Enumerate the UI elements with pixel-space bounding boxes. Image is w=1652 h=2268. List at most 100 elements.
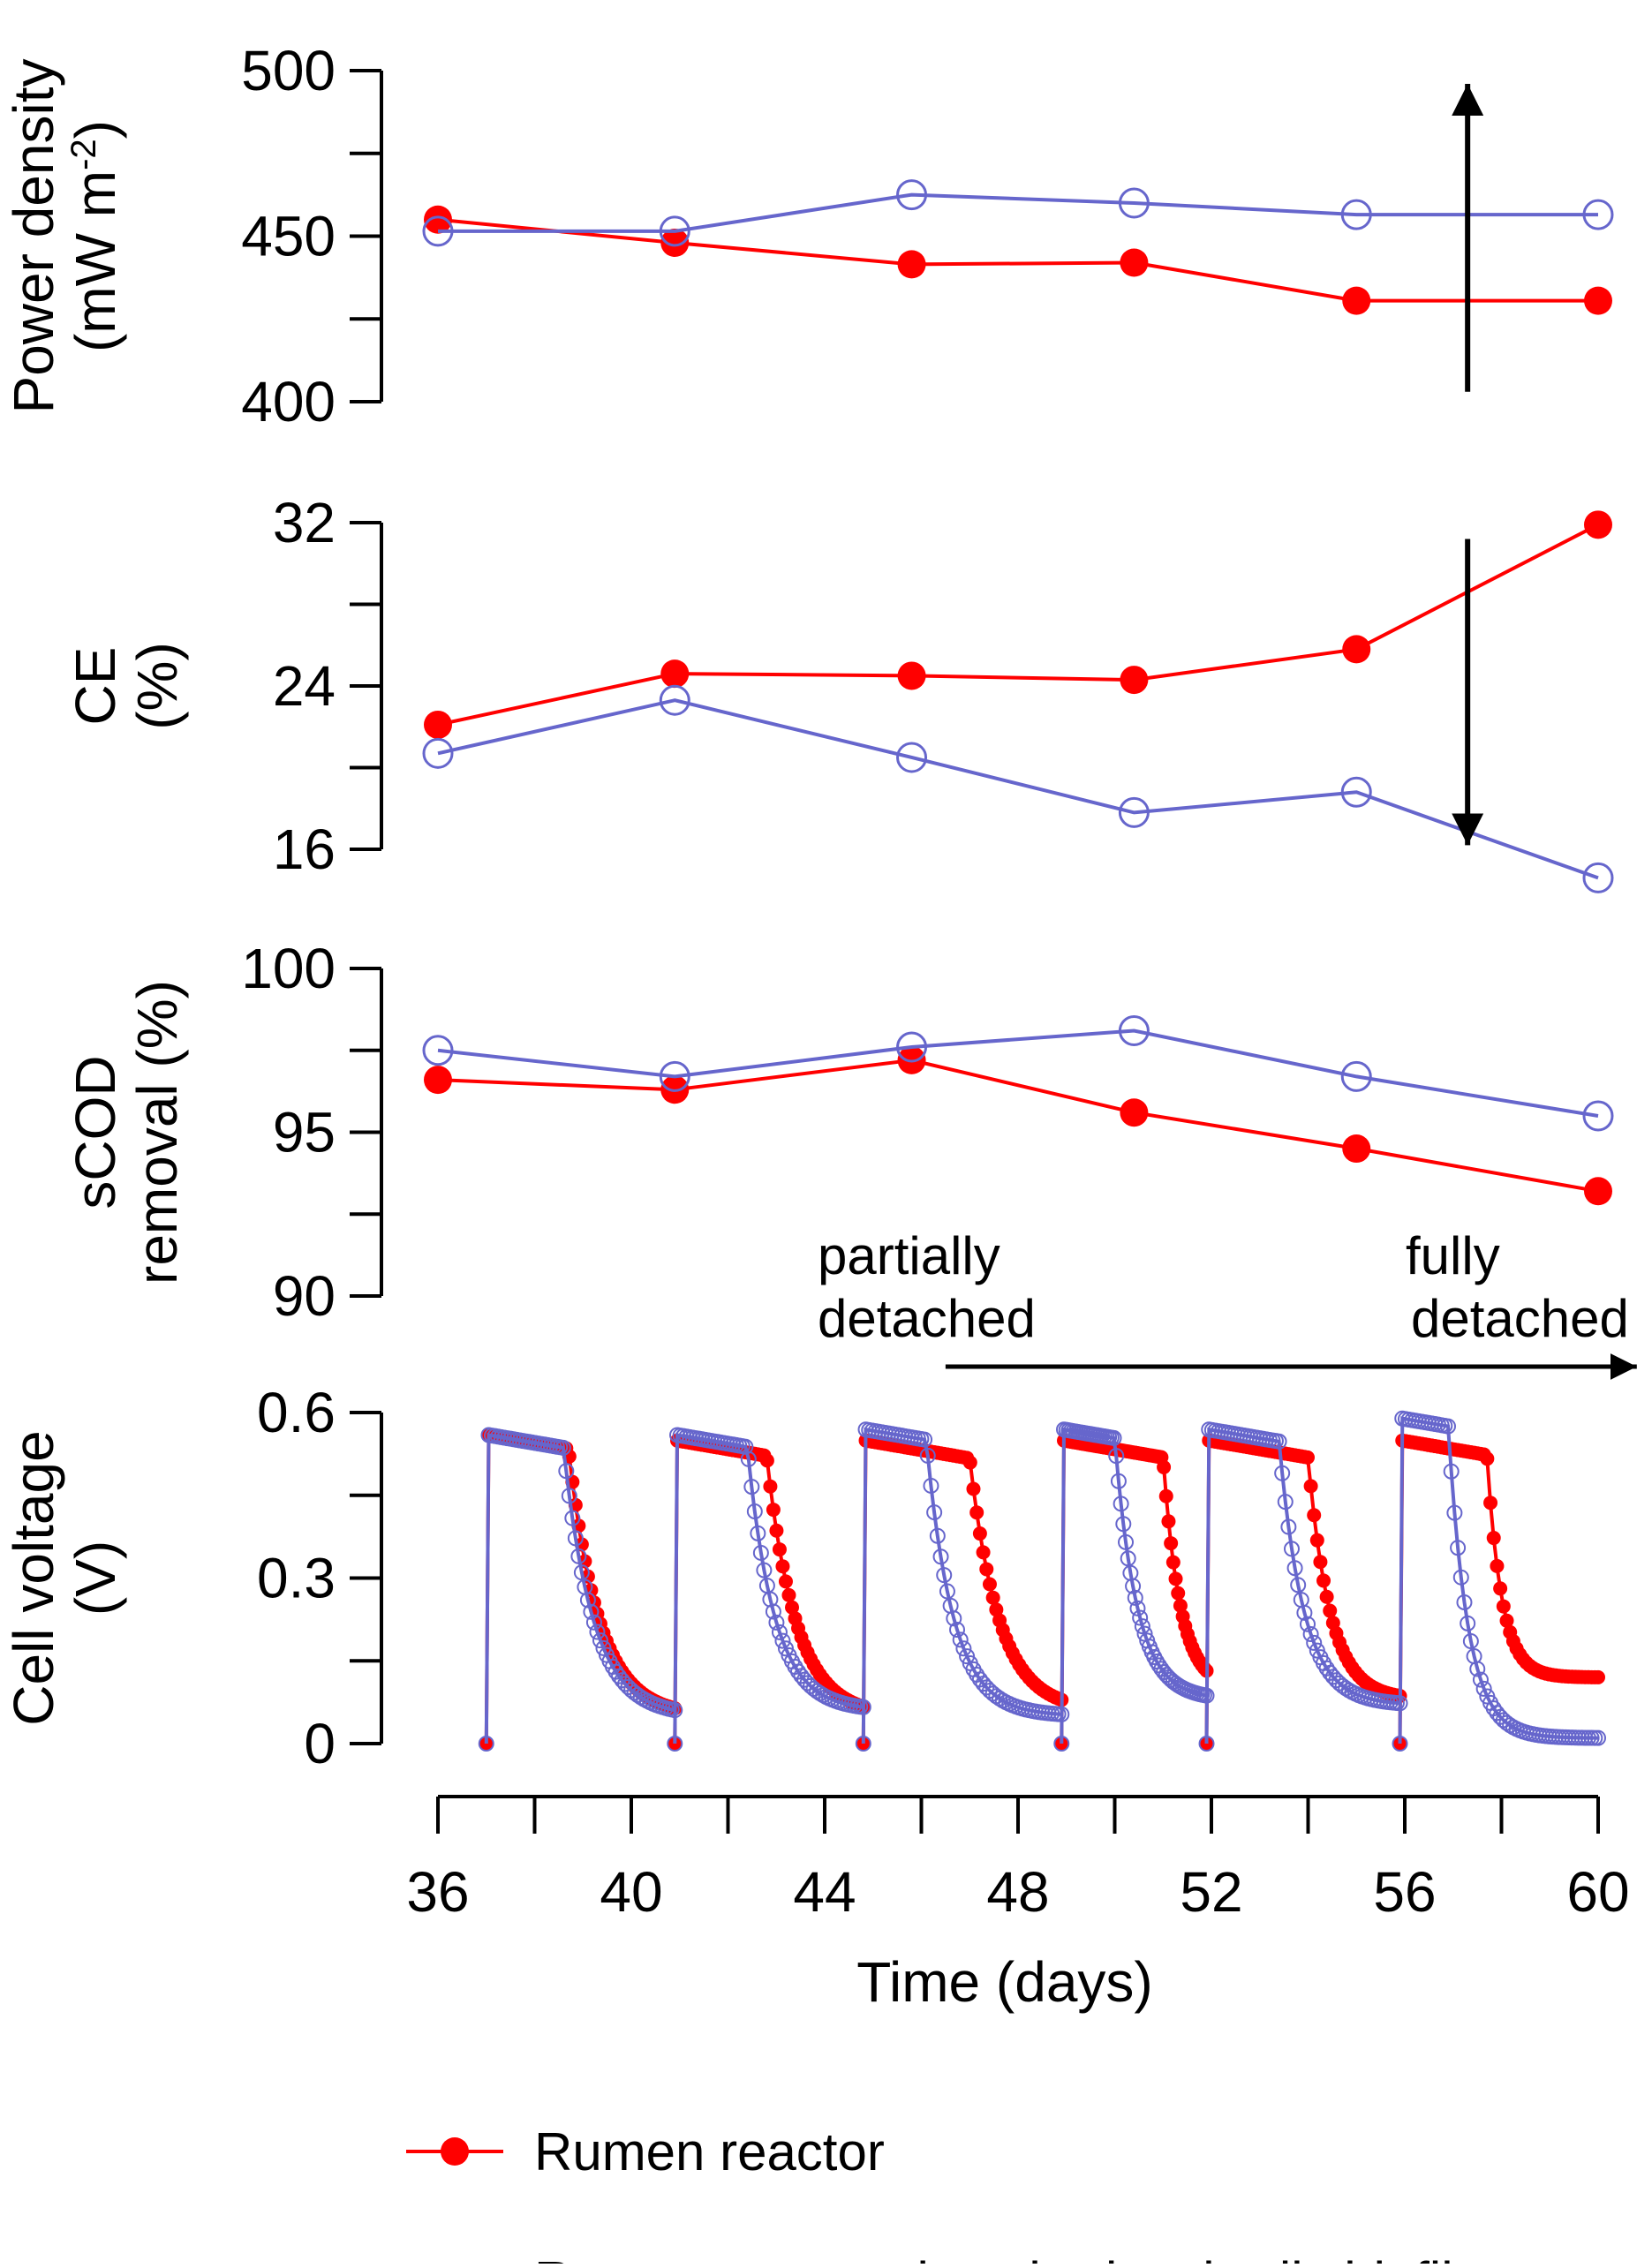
voltage-point bbox=[1283, 1541, 1300, 1557]
data-point bbox=[1340, 776, 1372, 808]
series-scod-rumen bbox=[424, 1045, 1612, 1206]
voltage-point bbox=[1127, 1589, 1143, 1606]
annotation-partially-line2: detached bbox=[818, 1289, 1036, 1348]
voltage-point bbox=[985, 1590, 1000, 1605]
y-axis-title-line1: sCOD bbox=[64, 1055, 127, 1209]
voltage-point bbox=[923, 1477, 939, 1494]
voltage-point bbox=[982, 1577, 997, 1592]
voltage-cycle-line bbox=[861, 1427, 1062, 1744]
voltage-point bbox=[570, 1548, 587, 1564]
x-tick-label: 60 bbox=[1566, 1860, 1629, 1924]
y-tick-label: 32 bbox=[273, 491, 336, 554]
voltage-point bbox=[926, 1504, 943, 1521]
series-ce-detached bbox=[422, 684, 1614, 893]
voltage-point bbox=[766, 1503, 781, 1518]
x-axis: 36 40 44 48 52 56 60 Time (days) bbox=[406, 1795, 1630, 2014]
data-point bbox=[1342, 635, 1371, 664]
voltage-point bbox=[561, 1488, 577, 1504]
voltage-point bbox=[979, 1562, 994, 1577]
annotation-fully-line1: fully bbox=[1406, 1226, 1500, 1285]
voltage-point bbox=[929, 1527, 946, 1544]
y-tick-label: 24 bbox=[273, 654, 336, 718]
voltage-point bbox=[936, 1567, 953, 1584]
voltage-point bbox=[1452, 1569, 1469, 1586]
voltage-point bbox=[1309, 1533, 1324, 1548]
panel-ce: 16 24 32 CE(%) bbox=[64, 491, 1614, 893]
voltage-point bbox=[1168, 1571, 1183, 1586]
voltage-point bbox=[1392, 1736, 1408, 1752]
voltage-point bbox=[1171, 1586, 1186, 1601]
voltage-point bbox=[585, 1614, 602, 1631]
voltage-point bbox=[1290, 1577, 1307, 1594]
voltage-point bbox=[1105, 1429, 1122, 1446]
y-tick-label: 500 bbox=[241, 39, 336, 102]
voltage-point bbox=[1134, 1618, 1150, 1635]
voltage-point bbox=[855, 1736, 871, 1752]
voltage-point bbox=[737, 1438, 754, 1455]
panel-voltage: 0 0.3 0.6 Cell voltage(V) bbox=[2, 1353, 1637, 1775]
y-tick-label: 95 bbox=[273, 1101, 336, 1164]
y-axis-title-line1: CE bbox=[64, 647, 127, 726]
voltage-point bbox=[1271, 1433, 1287, 1450]
data-point bbox=[1342, 1134, 1371, 1164]
data-point bbox=[1118, 1014, 1150, 1046]
voltage-point bbox=[740, 1450, 757, 1467]
series-ce-rumen bbox=[424, 510, 1612, 739]
voltage-point bbox=[1443, 1463, 1460, 1480]
voltage-point bbox=[583, 1603, 600, 1620]
voltage-point bbox=[1302, 1625, 1319, 1642]
data-point bbox=[1584, 1177, 1612, 1206]
voltage-point bbox=[668, 1737, 683, 1751]
data-point bbox=[1120, 248, 1149, 277]
annotation-partially-line1: partially bbox=[818, 1226, 1000, 1285]
data-point bbox=[896, 1031, 928, 1063]
voltage-point bbox=[1161, 1514, 1176, 1529]
y-axis-title-line1: Cell voltage bbox=[2, 1430, 65, 1725]
voltage-point bbox=[762, 1591, 779, 1608]
voltage-point bbox=[1456, 1594, 1473, 1610]
voltage-point bbox=[772, 1542, 787, 1557]
voltage-point bbox=[667, 1736, 683, 1752]
data-point bbox=[1340, 199, 1372, 230]
voltage-point bbox=[558, 1463, 575, 1480]
series-line bbox=[437, 1029, 1599, 1118]
x-tick-label: 36 bbox=[406, 1860, 469, 1924]
voltage-point bbox=[750, 1525, 766, 1541]
series-line bbox=[437, 1058, 1599, 1194]
voltage-point bbox=[1280, 1518, 1297, 1535]
voltage-point bbox=[1446, 1504, 1463, 1521]
voltage-point bbox=[1274, 1465, 1291, 1481]
voltage-point bbox=[784, 1600, 799, 1615]
voltage-point bbox=[946, 1610, 962, 1627]
series-line bbox=[438, 192, 1598, 233]
voltage-point bbox=[955, 1640, 972, 1657]
y-tick-label: 450 bbox=[241, 205, 336, 268]
voltage-point bbox=[1164, 1536, 1179, 1551]
voltage-point bbox=[1296, 1604, 1313, 1621]
voltage-point bbox=[769, 1523, 784, 1538]
data-point bbox=[1584, 510, 1612, 539]
legend-label: Rumen reactor detached cathodic biofilm bbox=[534, 2251, 1497, 2264]
y-axis-title-line1: Power density bbox=[2, 59, 65, 414]
y-tick-label: 400 bbox=[241, 370, 336, 433]
data-point bbox=[896, 742, 928, 773]
data-point bbox=[1118, 796, 1150, 828]
voltage-point bbox=[1299, 1616, 1316, 1632]
legend-entry: Rumen reactor detached cathodic biofilm bbox=[445, 2251, 1497, 2268]
voltage-point bbox=[778, 1574, 793, 1589]
voltage-point bbox=[1306, 1634, 1323, 1651]
voltage-point bbox=[1165, 1555, 1181, 1570]
voltage-point bbox=[1496, 1599, 1511, 1614]
voltage-point bbox=[567, 1530, 584, 1547]
voltage-point bbox=[1125, 1578, 1142, 1594]
voltage-point bbox=[774, 1632, 791, 1649]
voltage-point bbox=[1158, 1488, 1173, 1503]
voltage-series-detached bbox=[478, 1410, 1606, 1752]
voltage-point bbox=[743, 1479, 760, 1496]
voltage-point bbox=[1460, 1615, 1476, 1631]
voltage-point bbox=[969, 1505, 984, 1520]
legend-label: Rumen reactor bbox=[534, 2122, 885, 2181]
